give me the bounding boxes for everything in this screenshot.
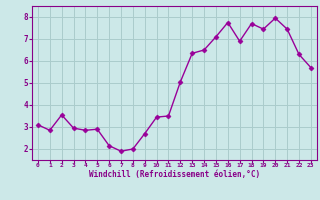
X-axis label: Windchill (Refroidissement éolien,°C): Windchill (Refroidissement éolien,°C) bbox=[89, 170, 260, 179]
